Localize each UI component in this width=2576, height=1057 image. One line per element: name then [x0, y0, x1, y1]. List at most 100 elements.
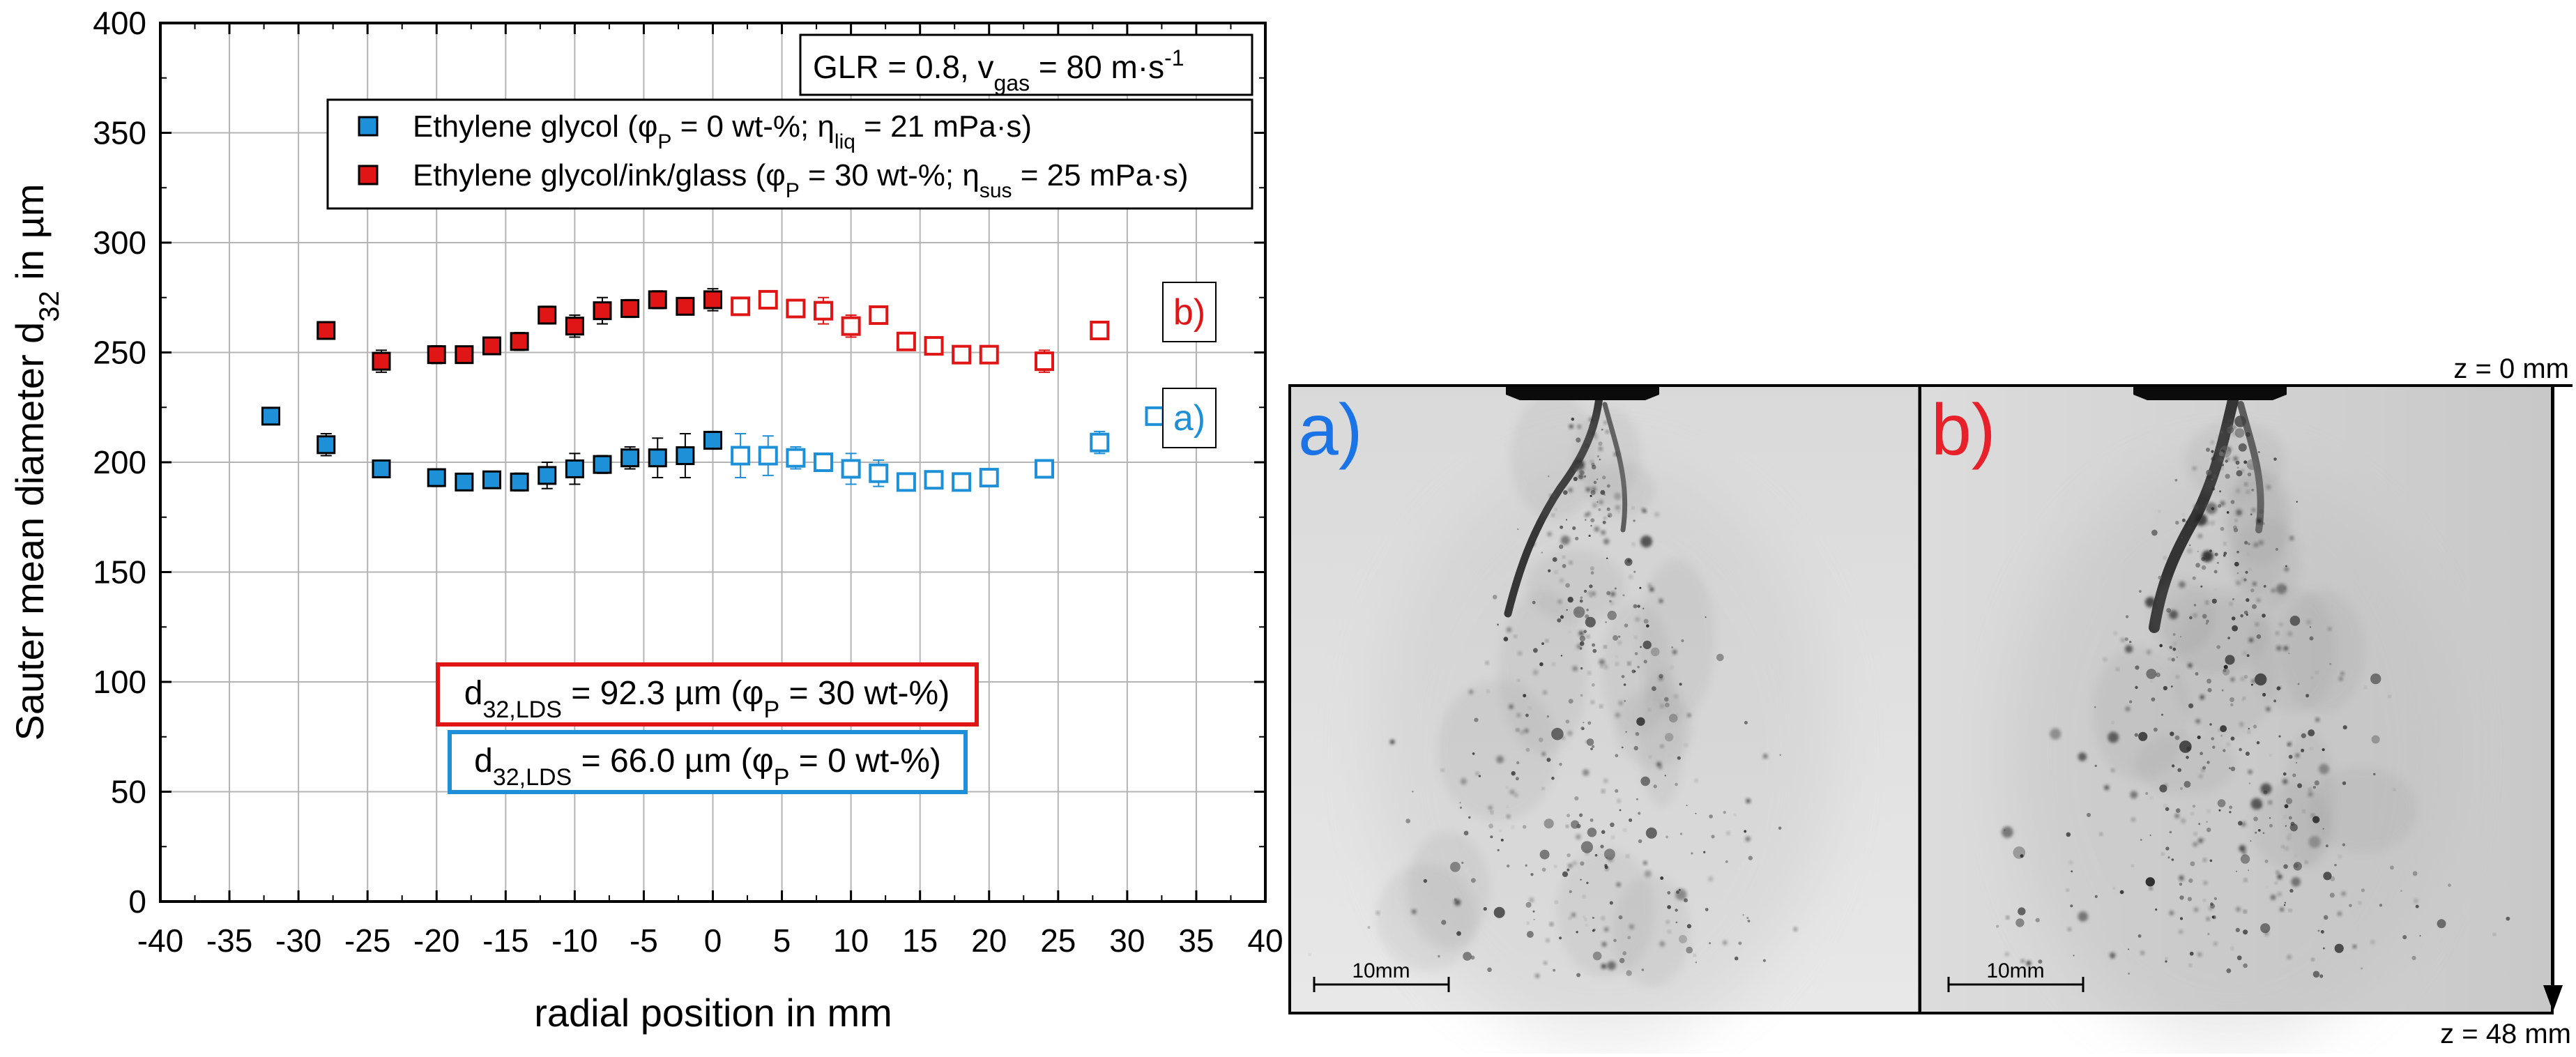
droplet [1643, 660, 1647, 664]
droplet [2245, 570, 2248, 575]
droplet [2306, 620, 2311, 625]
marker-blue-open [841, 459, 861, 479]
droplet [1667, 891, 1671, 895]
droplet [2026, 961, 2032, 966]
droplet [2013, 846, 2026, 859]
marker-blue-open [758, 446, 778, 466]
droplet [2219, 457, 2223, 462]
droplet [2139, 590, 2142, 593]
droplet [1668, 930, 1671, 934]
droplet [2104, 785, 2110, 791]
droplet [1441, 920, 1447, 925]
droplet [1624, 700, 1626, 702]
droplet [1778, 826, 1782, 830]
droplet [1586, 881, 1589, 885]
droplet [2234, 528, 2237, 531]
droplet [1639, 586, 1642, 589]
droplet [2262, 522, 2265, 526]
svg-text:10mm: 10mm [1352, 959, 1410, 982]
legend-entry-red: Ethylene glycol/ink/glass (φP = 30 wt-%;… [413, 158, 1189, 202]
spray-b [1992, 392, 2510, 978]
droplet [2213, 570, 2218, 574]
legend: Ethylene glycol (φP = 0 wt-%; ηliq = 21 … [326, 98, 1253, 210]
droplet [1551, 727, 1564, 740]
marker-red-filled [317, 321, 336, 340]
droplet [1613, 938, 1617, 943]
droplet [1687, 713, 1691, 717]
droplet [2250, 798, 2262, 810]
droplet [2242, 851, 2246, 855]
droplet [1591, 464, 1596, 470]
droplet [1588, 534, 1591, 538]
droplet [1745, 836, 1751, 842]
droplet [2180, 636, 2182, 638]
droplet [2284, 567, 2289, 572]
droplet [1672, 650, 1677, 655]
droplet [1995, 925, 1999, 928]
droplet [1578, 630, 1584, 636]
marker-blue-open [1035, 459, 1054, 479]
spray-a [1309, 393, 1797, 987]
nozzle-b [2133, 386, 2287, 400]
marker-blue-open [814, 453, 833, 472]
droplet [2179, 895, 2184, 900]
droplet [2161, 853, 2164, 856]
droplet [2153, 727, 2158, 732]
droplet [1667, 905, 1672, 909]
droplet [1557, 618, 1562, 623]
droplet [2291, 877, 2301, 887]
droplet [1599, 500, 1603, 505]
droplet [2179, 581, 2186, 588]
droplet [2211, 478, 2213, 480]
droplet [2220, 725, 2227, 733]
droplet [1560, 525, 1564, 529]
droplet [1599, 447, 1603, 451]
droplet [2213, 942, 2218, 945]
droplet [2402, 935, 2407, 940]
marker-blue-open [924, 470, 944, 490]
droplet [2364, 686, 2367, 689]
droplet [2245, 432, 2250, 437]
droplet [2246, 490, 2250, 494]
droplet [2253, 581, 2257, 586]
droplet [2243, 675, 2248, 679]
droplet [1643, 607, 1645, 609]
droplet [2322, 748, 2325, 752]
droplet [2165, 846, 2170, 851]
droplet [2149, 887, 2153, 890]
droplet [2197, 550, 2199, 553]
droplet [1675, 908, 1678, 912]
marker-red-open [786, 298, 806, 319]
droplet [2419, 935, 2421, 937]
droplet [2342, 725, 2347, 730]
droplet [2168, 657, 2171, 660]
droplet [1525, 902, 1532, 908]
droplet [1675, 921, 1678, 924]
droplet [2174, 814, 2179, 819]
droplet [2218, 451, 2224, 457]
droplet [2070, 904, 2073, 908]
marker-red-open [1090, 321, 1110, 340]
droplet [2247, 553, 2249, 555]
x-tick-label: -10 [551, 922, 597, 959]
droplet [2066, 889, 2068, 891]
droplet [2190, 861, 2195, 867]
droplet [1600, 666, 1603, 668]
droplet [1569, 630, 1571, 633]
spray-haze [1510, 393, 1599, 520]
droplet [1497, 623, 1499, 626]
droplet [2322, 947, 2325, 950]
droplet [1744, 721, 1748, 724]
droplet [1615, 789, 1619, 793]
droplet [1640, 535, 1652, 548]
droplet [1734, 956, 1739, 961]
droplet [1598, 508, 1601, 511]
droplet [1572, 861, 1577, 865]
droplet [2232, 425, 2236, 429]
droplet [2171, 858, 2174, 861]
droplet [2220, 735, 2223, 737]
droplet [1592, 745, 1595, 748]
marker-red-filled [482, 336, 501, 356]
droplet [1551, 776, 1555, 780]
droplet [2188, 878, 2193, 883]
